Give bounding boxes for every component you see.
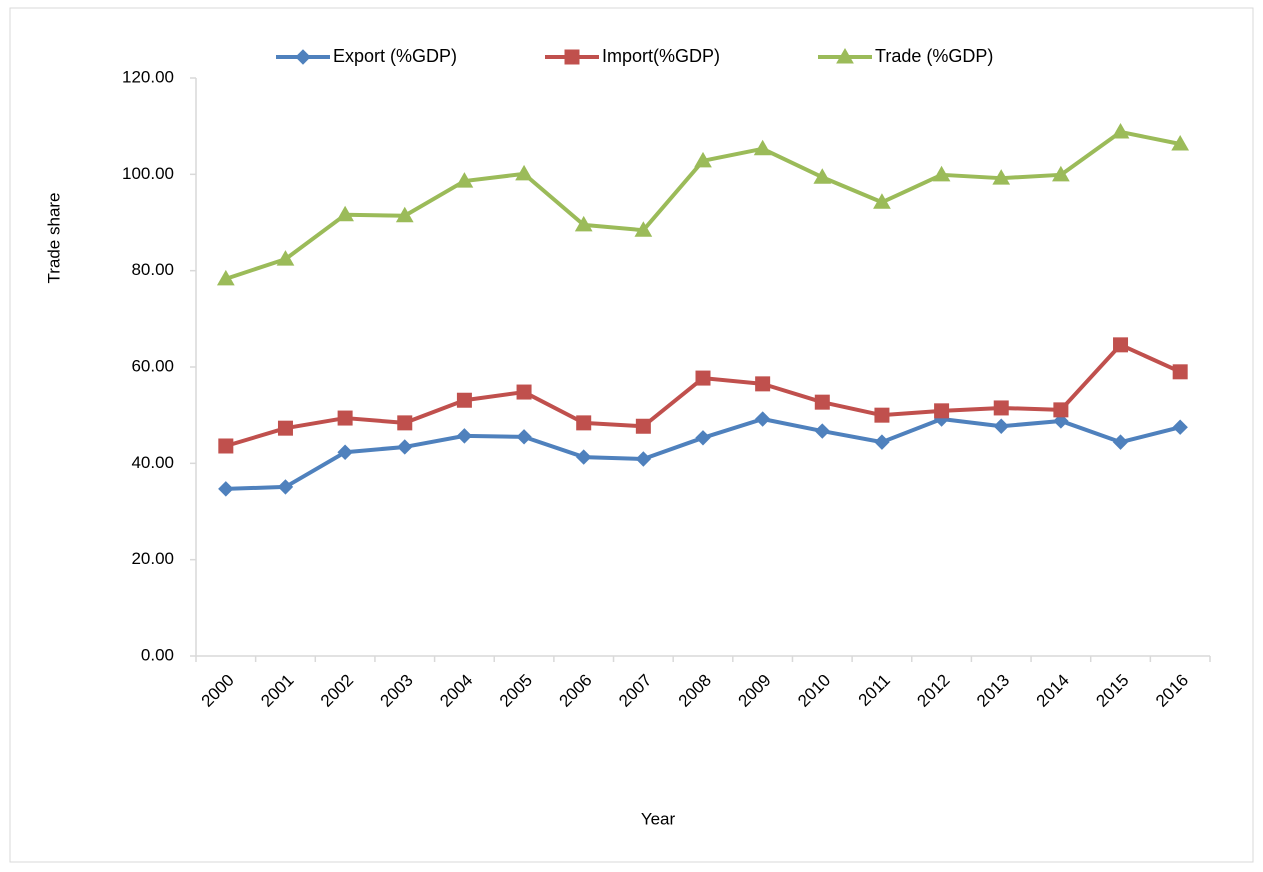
marker (337, 444, 353, 460)
marker (1052, 165, 1070, 182)
y-tick-label: 100.00 (122, 164, 174, 183)
marker (218, 438, 234, 454)
marker (1112, 434, 1129, 450)
marker (873, 193, 891, 209)
marker (635, 451, 652, 467)
chart-border (9, 7, 1254, 863)
marker (1172, 419, 1188, 435)
marker (515, 164, 533, 181)
y-tick-label: 20.00 (131, 549, 174, 568)
marker (395, 206, 414, 223)
y-tick-label: 40.00 (131, 453, 174, 472)
marker (874, 434, 890, 450)
marker (456, 392, 472, 408)
y-axis-title: Trade share (44, 192, 63, 283)
marker (992, 169, 1011, 185)
marker (1171, 134, 1190, 151)
marker (814, 423, 831, 439)
marker (932, 165, 951, 182)
marker (336, 205, 354, 222)
marker (634, 221, 653, 237)
marker (574, 215, 593, 232)
marker (755, 376, 771, 392)
legend-marker (836, 47, 854, 64)
marker (874, 407, 890, 423)
marker (635, 418, 651, 434)
marker (813, 168, 832, 184)
y-tick-label: 0.00 (141, 645, 174, 664)
marker (1053, 413, 1069, 429)
marker (1111, 122, 1130, 139)
marker (695, 430, 711, 446)
marker (397, 415, 413, 431)
legend-marker (295, 49, 311, 65)
marker (277, 479, 294, 495)
legend-label: Trade (%GDP) (875, 46, 993, 66)
marker (397, 439, 413, 455)
marker (934, 403, 950, 419)
marker (993, 400, 1009, 416)
x-axis-title: Year (641, 809, 676, 828)
marker (993, 418, 1009, 434)
marker (456, 428, 473, 444)
marker (576, 415, 592, 431)
legend-marker (564, 49, 580, 65)
marker (814, 394, 830, 410)
marker (337, 410, 353, 426)
y-tick-label: 120.00 (122, 67, 174, 86)
legend-label: Export (%GDP) (333, 46, 457, 66)
marker (1172, 364, 1188, 380)
marker (276, 250, 295, 266)
marker (754, 411, 771, 427)
marker (516, 429, 532, 445)
legend-label: Import(%GDP) (602, 46, 720, 66)
y-tick-label: 60.00 (131, 356, 174, 375)
marker (1113, 337, 1129, 353)
marker (1053, 402, 1069, 418)
marker (216, 269, 235, 286)
marker (575, 449, 592, 465)
marker (516, 384, 532, 400)
marker (753, 139, 772, 156)
marker (218, 481, 234, 497)
marker (455, 172, 474, 188)
marker (277, 420, 293, 436)
marker (695, 370, 711, 386)
y-tick-label: 80.00 (131, 260, 174, 279)
marker (694, 151, 712, 168)
